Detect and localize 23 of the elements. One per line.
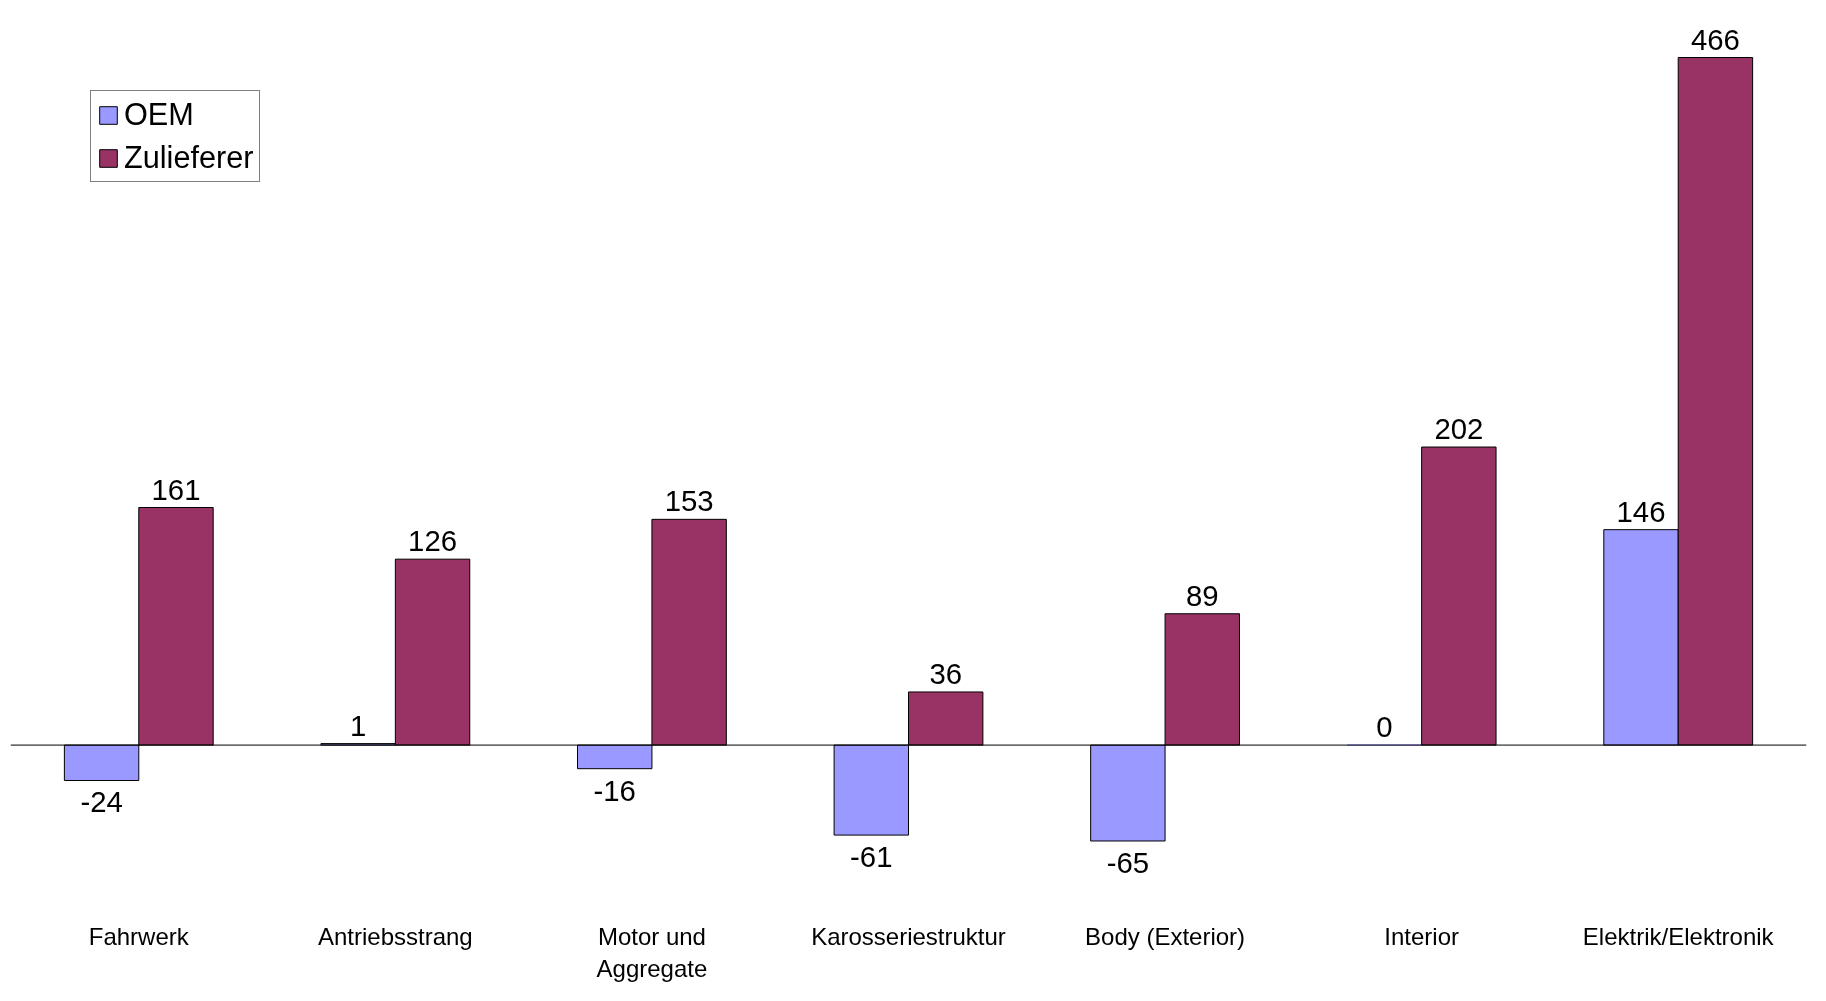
- data-label: -24: [80, 785, 123, 819]
- data-label: 466: [1690, 22, 1740, 56]
- x-tick-label: Antriebsstrang: [317, 922, 473, 950]
- x-tick-label: Elektrik/Elektronik: [1582, 922, 1775, 950]
- x-tick-label: Body (Exterior): [1085, 922, 1246, 950]
- data-label: 202: [1434, 412, 1484, 446]
- data-label: -61: [850, 840, 893, 874]
- x-tick-label: Fahrwerk: [88, 922, 190, 950]
- legend-label: Zulieferer: [124, 140, 254, 175]
- x-tick-label: Karosseriestruktur: [811, 922, 1006, 950]
- data-label: 0: [1376, 710, 1393, 744]
- legend-label: OEM: [124, 97, 194, 132]
- data-label: -16: [593, 773, 636, 807]
- data-label: 153: [664, 484, 714, 518]
- data-label: 89: [1185, 578, 1219, 612]
- data-label: 146: [1616, 494, 1666, 528]
- data-label: 161: [151, 472, 201, 506]
- data-label: 126: [408, 524, 458, 558]
- data-label: -65: [1106, 845, 1150, 879]
- data-label: 36: [929, 656, 963, 690]
- data-label: 1: [350, 708, 367, 742]
- x-tick-label: Interior: [1384, 922, 1459, 950]
- x-tick-label: Motor und Aggregate: [596, 922, 708, 982]
